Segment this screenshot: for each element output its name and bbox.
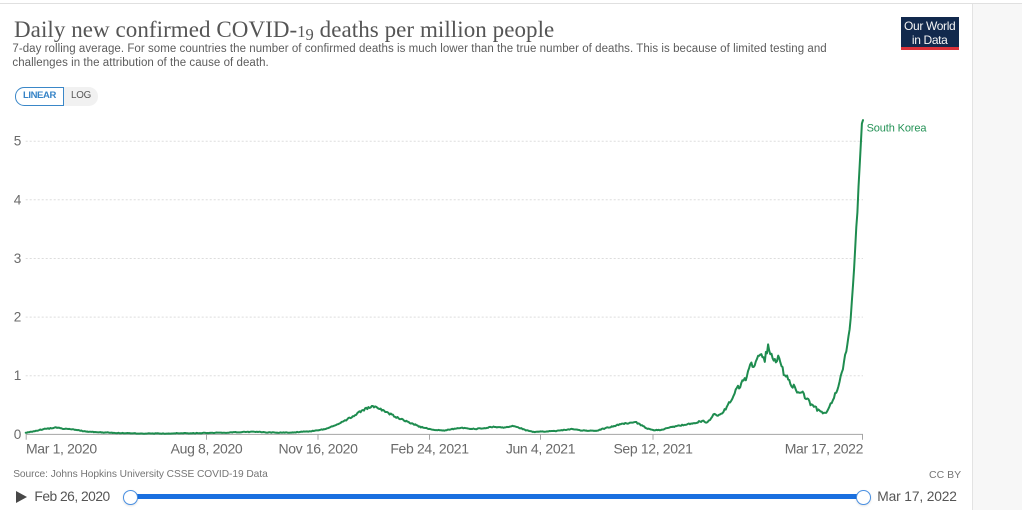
svg-text:5: 5: [14, 134, 22, 149]
svg-text:4: 4: [14, 192, 22, 207]
svg-text:South Korea: South Korea: [867, 123, 928, 135]
svg-text:3: 3: [14, 251, 22, 266]
svg-text:Mar 17, 2022: Mar 17, 2022: [785, 441, 864, 457]
svg-text:Aug 8, 2020: Aug 8, 2020: [171, 441, 243, 457]
svg-text:Mar 1, 2020: Mar 1, 2020: [26, 441, 97, 457]
svg-text:1: 1: [14, 368, 22, 383]
svg-text:Sep 12, 2021: Sep 12, 2021: [613, 441, 693, 457]
svg-text:0: 0: [14, 427, 22, 442]
svg-text:Nov 16, 2020: Nov 16, 2020: [278, 441, 358, 457]
svg-text:2: 2: [14, 310, 22, 325]
svg-text:Jun 4, 2021: Jun 4, 2021: [506, 441, 576, 457]
svg-text:Feb 24, 2021: Feb 24, 2021: [390, 441, 469, 457]
